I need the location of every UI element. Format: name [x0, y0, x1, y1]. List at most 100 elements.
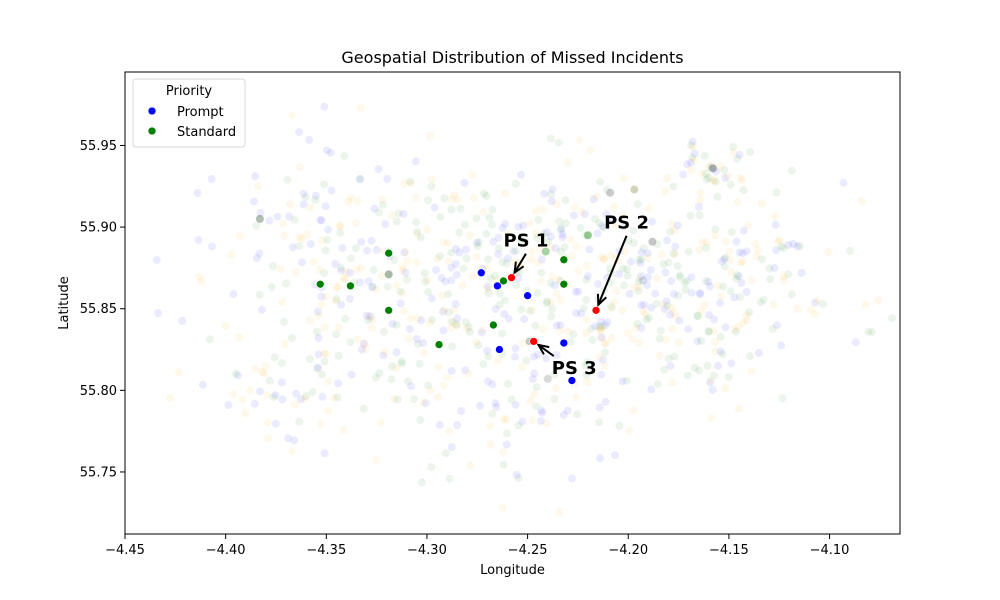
x-tick-label: −4.15	[709, 543, 749, 558]
background-point	[857, 197, 866, 205]
background-point	[568, 474, 576, 483]
background-point	[290, 436, 299, 445]
background-point	[276, 264, 285, 273]
background-point	[468, 272, 477, 281]
background-point	[258, 367, 267, 376]
background-point	[602, 339, 611, 347]
background-point	[465, 231, 474, 239]
background-point	[672, 312, 681, 321]
background-point	[656, 326, 665, 335]
background-point	[555, 508, 564, 517]
background-point	[777, 341, 786, 350]
background-point	[264, 434, 273, 443]
background-point	[484, 255, 493, 264]
background-point	[711, 338, 720, 347]
background-point	[338, 243, 347, 252]
background-point	[306, 316, 315, 325]
background-point	[620, 247, 629, 256]
background-point	[552, 384, 561, 393]
background-point	[529, 352, 538, 361]
background-point	[738, 249, 747, 258]
background-point	[797, 268, 806, 277]
background-point	[344, 197, 353, 206]
background-point	[461, 366, 470, 375]
background-point	[221, 321, 230, 330]
background-point	[193, 189, 202, 198]
background-point	[310, 257, 319, 266]
background-point	[320, 323, 329, 332]
background-point	[270, 353, 279, 362]
background-point	[575, 136, 584, 145]
background-point	[647, 385, 656, 394]
background-point	[417, 478, 426, 487]
background-point	[166, 393, 175, 402]
background-point	[695, 245, 704, 254]
background-point	[381, 220, 390, 228]
background-point	[327, 186, 336, 195]
background-point	[671, 242, 680, 251]
background-point	[555, 217, 564, 226]
background-point	[353, 196, 362, 205]
background-point	[706, 162, 715, 171]
background-point	[558, 233, 567, 242]
background-point	[389, 394, 398, 403]
background-point	[451, 245, 460, 253]
background-point	[653, 240, 662, 249]
background-point	[742, 287, 751, 296]
background-point	[502, 259, 511, 268]
background-point	[674, 291, 683, 300]
background-point	[589, 195, 598, 204]
background-point	[772, 321, 781, 330]
background-point	[320, 102, 329, 111]
background-point	[629, 284, 638, 292]
background-point	[611, 221, 620, 230]
background-point	[630, 239, 638, 247]
background-point	[447, 317, 456, 326]
background-point	[742, 316, 751, 325]
background-point	[593, 229, 602, 238]
background-point	[283, 175, 292, 184]
background-point	[690, 156, 699, 164]
background-point	[320, 449, 329, 458]
background-point	[251, 172, 260, 181]
background-point	[317, 216, 326, 225]
annotation-label: PS 2	[604, 213, 649, 234]
background-point	[652, 274, 661, 283]
background-point	[331, 297, 340, 305]
background-point	[301, 193, 310, 202]
background-point	[355, 175, 364, 184]
background-point	[447, 323, 456, 332]
annotation-arrow-line	[597, 235, 628, 306]
background-point	[392, 320, 401, 329]
y-axis: 55.75 55.80 55.85 55.90 55.95	[80, 139, 125, 480]
background-point	[537, 277, 546, 286]
background-point	[314, 311, 323, 320]
x-tick-label: −4.25	[508, 543, 548, 558]
background-point	[456, 204, 465, 213]
background-point	[397, 357, 406, 366]
background-point	[655, 334, 664, 343]
background-point	[641, 309, 650, 318]
background-point	[726, 268, 735, 277]
background-point	[680, 278, 689, 287]
background-point	[447, 276, 456, 285]
background-point	[483, 346, 492, 355]
background-point	[342, 268, 351, 277]
background-point	[667, 277, 676, 285]
background-point	[787, 290, 796, 299]
background-point	[504, 254, 512, 263]
background-point	[556, 327, 564, 335]
background-point	[733, 154, 742, 163]
extra-point	[543, 374, 552, 383]
background-point	[619, 174, 628, 183]
background-point	[637, 248, 646, 257]
background-point	[635, 255, 643, 264]
point-prompt	[567, 376, 577, 385]
background-point	[297, 235, 306, 244]
background-point	[509, 247, 518, 256]
background-point	[473, 242, 482, 251]
background-point	[793, 242, 802, 251]
background-point	[427, 294, 436, 303]
background-point	[296, 395, 305, 404]
x-tick-label: −4.45	[105, 543, 145, 558]
